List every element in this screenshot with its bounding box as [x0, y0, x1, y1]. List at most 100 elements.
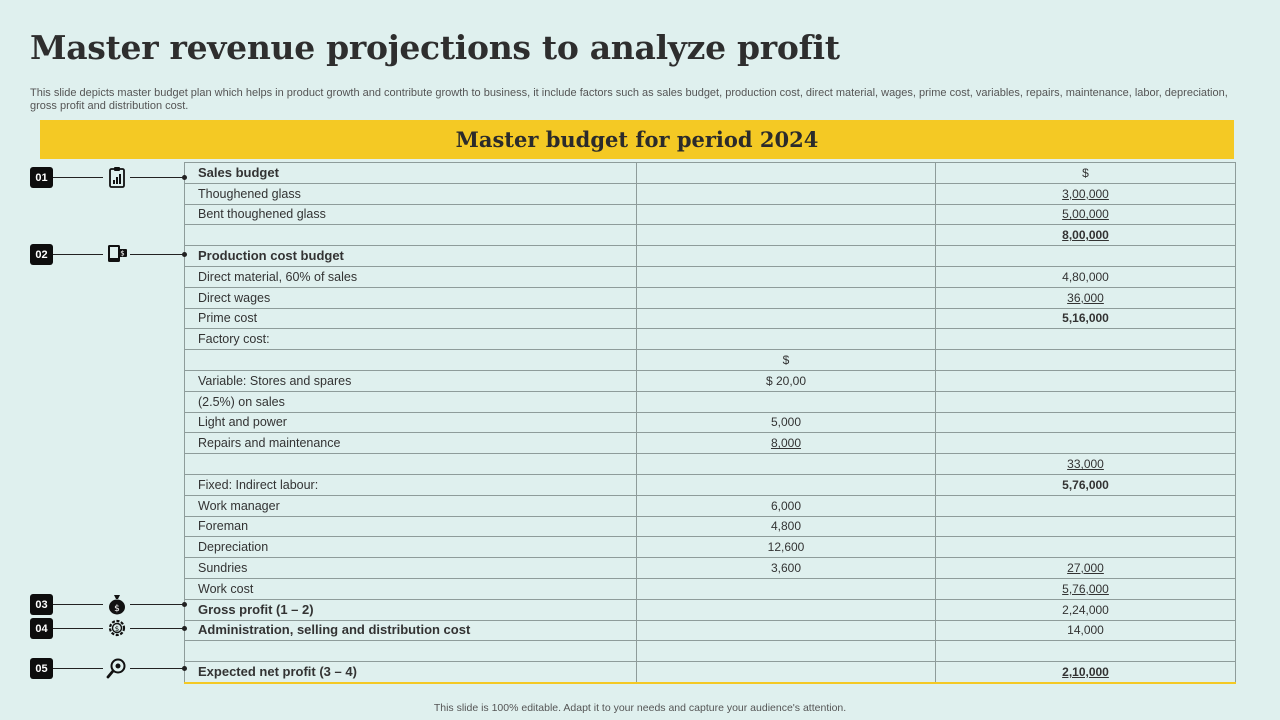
row-value: 3,00,000 [935, 182, 1236, 205]
row-label [184, 224, 637, 247]
table-row: 33,000 [184, 453, 1236, 475]
row-label: Direct wages [184, 286, 637, 309]
row-label: Sales budget [184, 162, 637, 184]
row-value: 5,76,000 [935, 473, 1236, 496]
marker-badge: 01 [30, 167, 53, 188]
marker-01: 01 [30, 167, 190, 189]
marker-05: 05 [30, 658, 190, 680]
table-row: Repairs and maintenance 8,000 [184, 432, 1236, 455]
row-label: Fixed: Indirect labour: [184, 473, 637, 496]
row-value [935, 640, 1236, 663]
table-row: Gross profit (1 – 2) 2,24,000 [184, 598, 1236, 621]
table-row: Work manager 6,000 [184, 494, 1236, 517]
target-search-icon [106, 658, 126, 679]
table-row: Work cost 5,76,000 [184, 577, 1236, 600]
marker-02: 02 $ [30, 244, 190, 266]
table-row: Thoughened glass 3,00,000 [184, 182, 1236, 205]
row-value: 2,10,000 [935, 661, 1236, 684]
slide-footer: This slide is 100% editable. Adapt it to… [433, 702, 847, 714]
row-label: Gross profit (1 – 2) [184, 598, 637, 621]
row-label: Factory cost: [184, 328, 637, 351]
row-value [935, 349, 1236, 371]
row-value: 27,000 [935, 557, 1236, 579]
row-label [184, 640, 637, 663]
table-row: (2.5%) on sales [184, 390, 1236, 413]
row-label: Depreciation [184, 536, 637, 559]
table-row: $ [184, 349, 1236, 371]
svg-text:$: $ [114, 604, 120, 614]
row-value [935, 411, 1236, 434]
marker-04: 04 $ [30, 618, 190, 640]
master-budget-table: Sales budget $ Thoughened glass 3,00,000 Ben… [184, 162, 1236, 684]
row-subvalue: 4,800 [636, 515, 936, 538]
row-value [935, 494, 1236, 517]
row-subvalue [636, 286, 936, 309]
row-subvalue: 3,600 [636, 557, 936, 579]
svg-text:$: $ [115, 625, 119, 633]
row-label: Work manager [184, 494, 637, 517]
row-label: Direct material, 60% of sales [184, 265, 637, 288]
row-value [935, 328, 1236, 351]
row-label: Expected net profit (3 – 4) [184, 661, 637, 684]
row-subvalue [636, 245, 936, 267]
marker-badge: 04 [30, 618, 53, 639]
row-label [184, 453, 637, 475]
row-value [935, 536, 1236, 559]
money-bag-icon: $ [109, 595, 125, 615]
slide-title: Master revenue projections to analyze pr… [30, 28, 840, 67]
marker-badge: 05 [30, 658, 53, 679]
row-label: Thoughened glass [184, 182, 637, 205]
row-label [184, 349, 637, 371]
row-label: Prime cost [184, 307, 637, 330]
clipboard-chart-icon [109, 167, 125, 188]
row-label: Production cost budget [184, 245, 637, 267]
table-row: Direct material, 60% of sales 4,80,000 [184, 265, 1236, 288]
banner-title: Master budget for period 2024 [455, 127, 819, 152]
row-value [935, 432, 1236, 455]
row-subvalue [636, 265, 936, 288]
row-label: Administration, selling and distribution… [184, 619, 637, 642]
row-subvalue [636, 390, 936, 413]
table-row [184, 640, 1236, 663]
table-row: Administration, selling and distribution… [184, 619, 1236, 642]
marker-badge: 02 [30, 244, 53, 265]
marker-03: 03 $ [30, 594, 190, 616]
row-label: Bent thoughened glass [184, 203, 637, 226]
row-label: Variable: Stores and spares [184, 369, 637, 392]
table-row: Depreciation 12,600 [184, 536, 1236, 559]
row-value: 5,00,000 [935, 203, 1236, 226]
row-subvalue [636, 577, 936, 600]
row-subvalue [636, 640, 936, 663]
row-value: 36,000 [935, 286, 1236, 309]
row-subvalue [636, 328, 936, 351]
row-value [935, 390, 1236, 413]
table-row: Sales budget $ [184, 162, 1236, 184]
row-value: 5,76,000 [935, 577, 1236, 600]
table-row: Variable: Stores and spares $ 20,00 [184, 369, 1236, 392]
slide-description: This slide depicts master budget plan wh… [30, 87, 1228, 112]
row-subvalue [636, 203, 936, 226]
row-label: Light and power [184, 411, 637, 434]
row-value [935, 245, 1236, 267]
row-subvalue [636, 182, 936, 205]
table-row: Fixed: Indirect labour: 5,76,000 [184, 473, 1236, 496]
row-subvalue [636, 307, 936, 330]
row-subvalue: 12,600 [636, 536, 936, 559]
table-row: Expected net profit (3 – 4) 2,10,000 [184, 661, 1236, 684]
table-row: Direct wages 36,000 [184, 286, 1236, 309]
row-subvalue [636, 453, 936, 475]
row-value [935, 515, 1236, 538]
row-subvalue: 5,000 [636, 411, 936, 434]
table-row: Factory cost: [184, 328, 1236, 351]
table-row: Sundries 3,600 27,000 [184, 557, 1236, 579]
row-value: 2,24,000 [935, 598, 1236, 621]
row-subvalue [636, 661, 936, 684]
row-subvalue: $ [636, 349, 936, 371]
gear-dollar-icon: $ [108, 619, 126, 637]
dollar-devices-icon: $ [108, 245, 127, 262]
row-value: 8,00,000 [935, 224, 1236, 247]
table-row: Foreman 4,800 [184, 515, 1236, 538]
table-row: Light and power 5,000 [184, 411, 1236, 434]
row-value: 4,80,000 [935, 265, 1236, 288]
row-subvalue: $ 20,00 [636, 369, 936, 392]
